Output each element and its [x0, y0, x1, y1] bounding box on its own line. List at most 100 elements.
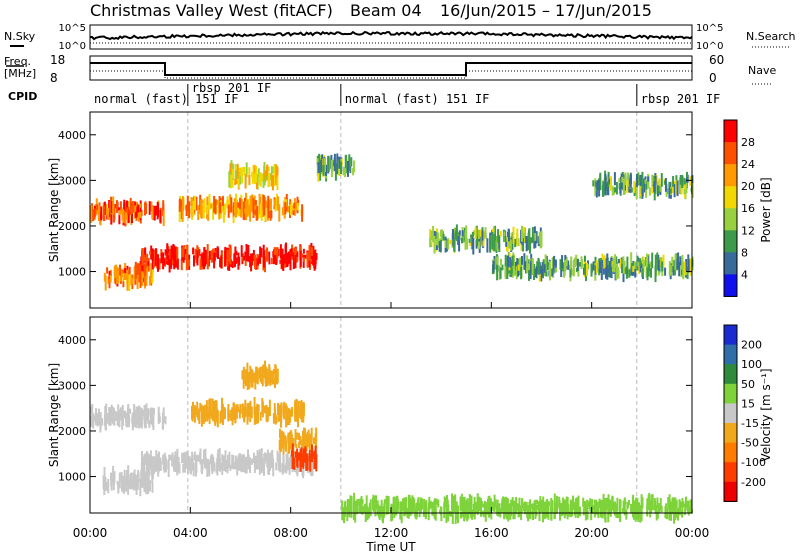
range-gate-cell	[517, 258, 520, 268]
range-gate-cell	[240, 199, 243, 205]
range-gate-cell	[369, 499, 372, 517]
range-gate-cell	[507, 255, 509, 268]
cpid-segment-label: normal (fast) 151 IF	[94, 92, 239, 106]
range-gate-cell	[535, 266, 538, 279]
range-gate-cell	[231, 459, 234, 468]
range-gate-cell	[162, 412, 164, 430]
range-gate-cell	[376, 500, 379, 516]
range-gate-cell	[350, 495, 353, 513]
range-gate-cell	[572, 262, 575, 277]
time-x-axis: 00:00 04:00 08:00 12:00 16:00 20:00 00:00	[73, 302, 709, 540]
range-gate-cell	[630, 503, 633, 514]
range-gate-cell	[534, 499, 537, 513]
range-gate-cell	[148, 420, 151, 428]
range-gate-cell	[415, 506, 418, 516]
range-gate-cell	[119, 201, 122, 210]
range-gate-cell	[634, 506, 637, 522]
range-gate-cell	[287, 251, 290, 264]
beam-title: Beam 04	[350, 1, 422, 20]
range-gate-cell	[123, 199, 126, 212]
range-gate-cell	[286, 252, 289, 267]
range-gate-cell	[251, 258, 254, 266]
range-gate-cell	[497, 229, 500, 243]
range-gate-cell	[265, 404, 268, 409]
range-gate-cell	[338, 163, 341, 177]
nsky-panel: N.Sky 10^5 10^0 10^5 10^0 N.Search	[4, 23, 796, 52]
range-gate-cell	[287, 462, 290, 468]
range-gate-cell	[162, 210, 165, 226]
range-gate-cell	[207, 258, 210, 267]
range-gate-cell	[299, 250, 302, 267]
range-gate-cell	[528, 263, 530, 270]
range-gate-cell	[290, 248, 293, 257]
range-gate-cell	[230, 174, 233, 182]
range-gate-cell	[646, 253, 648, 268]
range-gate-cell	[342, 170, 345, 176]
range-gate-cell	[340, 161, 342, 174]
range-gate-cell	[261, 398, 264, 415]
range-gate-cell	[241, 202, 244, 213]
range-gate-cell	[527, 505, 530, 519]
range-gate-cell	[301, 204, 304, 222]
range-gate-cell	[353, 499, 356, 507]
range-gate-cell	[277, 404, 280, 410]
range-gate-cell	[623, 497, 626, 513]
range-gate-cell	[461, 237, 463, 244]
range-gate-cell	[266, 172, 268, 181]
range-gate-cell	[583, 502, 586, 509]
range-gate-cell	[280, 436, 282, 451]
range-gate-cell	[217, 247, 220, 259]
range-gate-cell	[122, 209, 125, 223]
range-gate-cell	[226, 465, 229, 474]
range-gate-cell	[223, 462, 226, 471]
range-gate-cell	[662, 254, 665, 268]
range-gate-cell	[606, 260, 609, 270]
range-gate-cell	[228, 254, 231, 271]
range-gate-cell	[131, 482, 134, 489]
range-gate-cell	[304, 439, 307, 448]
range-gate-cell	[489, 237, 492, 251]
range-gate-cell	[199, 402, 202, 412]
range-gate-cell	[120, 471, 123, 482]
range-gate-cell	[356, 499, 359, 515]
range-gate-cell	[229, 409, 232, 421]
date-title: 16/Jun/2015 – 17/Jun/2015	[440, 1, 652, 20]
range-gate-cell	[299, 436, 302, 446]
range-gate-cell	[262, 366, 265, 379]
range-gate-cell	[468, 238, 471, 243]
range-gate-cell	[209, 398, 212, 415]
power-colorbar: 28 24 20 16 12 8 4	[723, 119, 755, 297]
range-gate-cell	[253, 177, 256, 184]
range-gate-cell	[197, 205, 200, 221]
range-gate-cell	[191, 451, 194, 469]
range-gate-cell	[496, 264, 499, 281]
range-gate-cell	[570, 503, 573, 517]
range-gate-cell	[497, 504, 500, 517]
range-gate-cell	[303, 257, 305, 262]
range-gate-cell	[527, 232, 530, 251]
scatter-feature	[491, 252, 694, 283]
range-gate-cell	[460, 493, 463, 512]
range-gate-cell	[637, 261, 640, 267]
range-gate-cell	[508, 503, 511, 517]
range-gate-cell	[628, 500, 630, 505]
range-gate-cell	[143, 254, 146, 262]
range-gate-cell	[459, 496, 462, 512]
range-gate-cell	[120, 207, 123, 215]
range-gate-cell	[680, 182, 682, 189]
range-gate-cell	[463, 496, 466, 510]
range-gate-cell	[565, 258, 568, 266]
range-gate-cell	[142, 273, 145, 278]
range-gate-cell	[278, 454, 281, 467]
range-gate-cell	[445, 506, 448, 516]
range-gate-cell	[242, 371, 245, 389]
range-gate-cell	[439, 506, 442, 516]
range-gate-cell	[541, 502, 544, 511]
range-gate-cell	[526, 255, 529, 272]
range-gate-cell	[176, 258, 179, 270]
range-gate-cell	[294, 255, 297, 269]
range-gate-cell	[241, 370, 244, 380]
range-gate-cell	[233, 402, 236, 417]
range-gate-cell	[267, 454, 270, 468]
range-gate-cell	[240, 169, 243, 177]
